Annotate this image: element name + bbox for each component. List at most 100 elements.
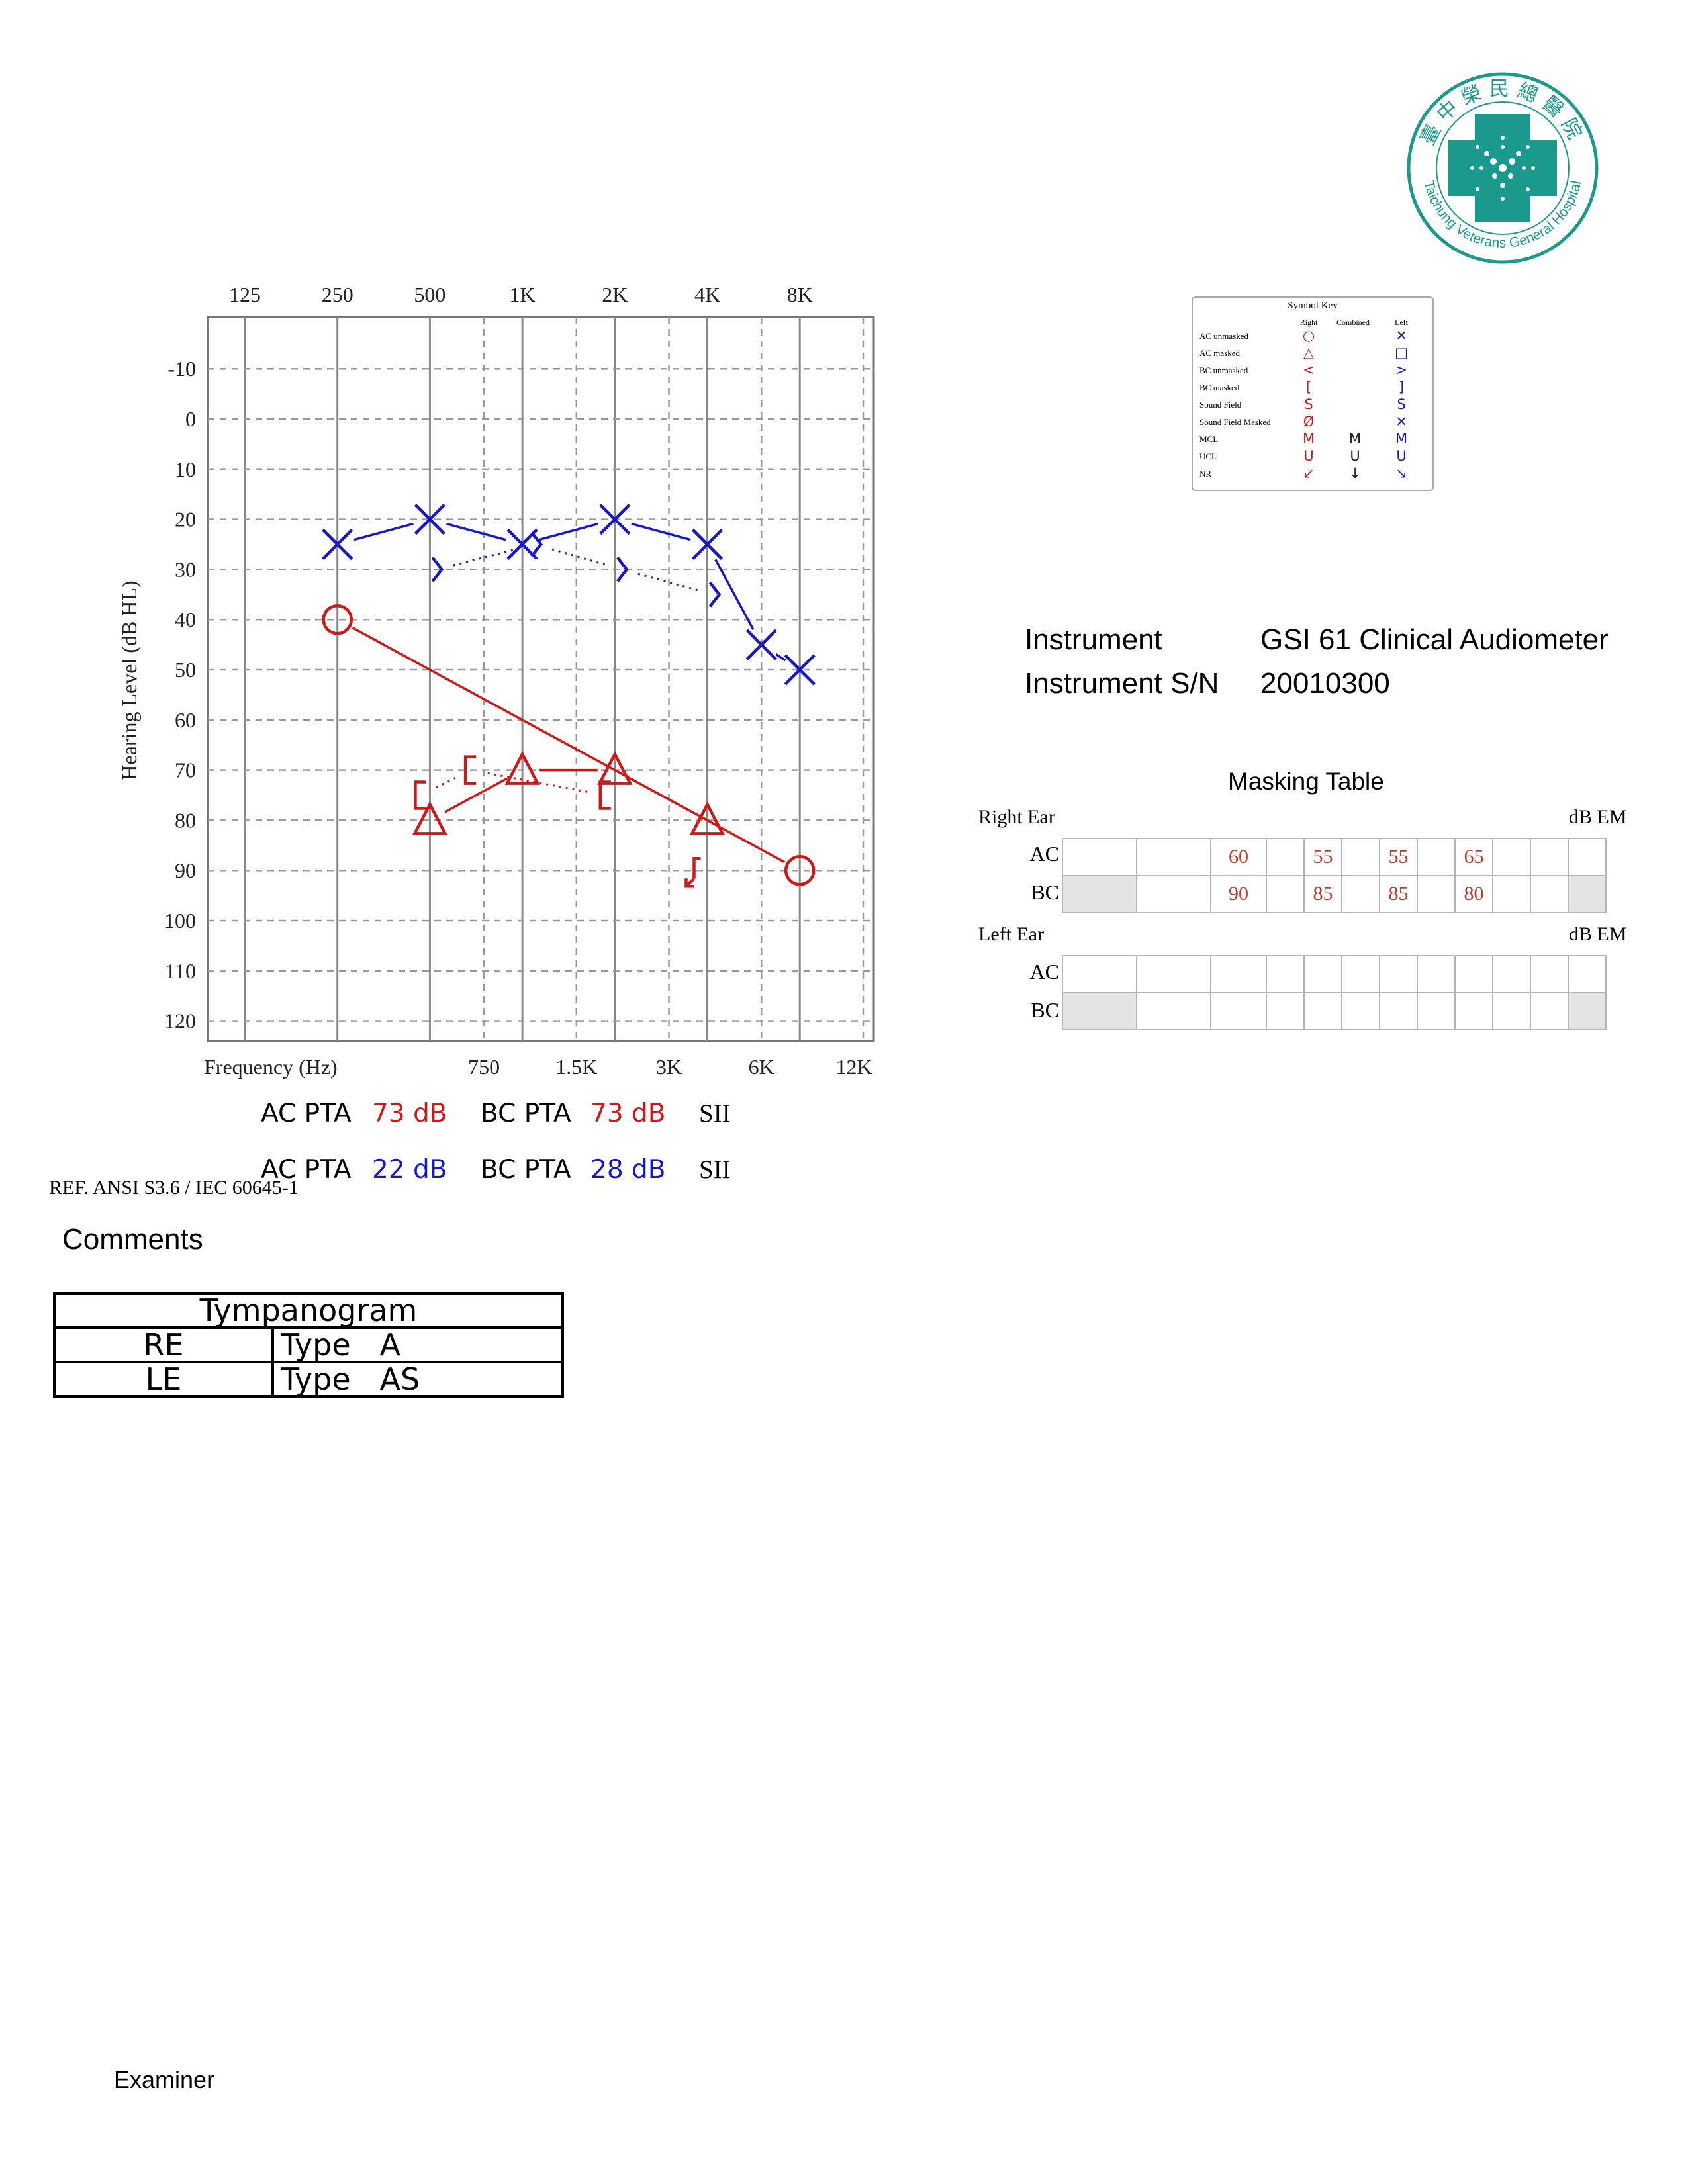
masking-cell — [1417, 875, 1456, 913]
masking-cell — [1417, 838, 1456, 876]
masking-cell — [1454, 992, 1493, 1030]
masking-cell — [1341, 875, 1380, 913]
data-point-circle — [784, 854, 816, 886]
masking-cell — [1136, 875, 1211, 913]
data-point-circle — [322, 604, 353, 635]
y-tick: 50 — [175, 658, 196, 682]
right-ac-pta-label: AC PTA — [261, 1099, 352, 1128]
masking-cell — [1492, 838, 1531, 876]
data-point-x — [691, 528, 724, 561]
symbol-key-left: M — [1395, 431, 1408, 447]
series-line-left — [353, 522, 414, 541]
symbol-key-row: BC unmasked < > — [1199, 361, 1428, 379]
y-tick: 120 — [164, 1009, 196, 1033]
tympanogram-table: Tympanogram RE Type A LE Type AS — [53, 1292, 564, 1398]
data-point-angle-right — [708, 581, 722, 608]
data-point-angle-right — [530, 531, 543, 557]
data-point-bracket-left — [414, 780, 426, 810]
masking-cell — [1303, 992, 1342, 1030]
masking-cell — [1062, 955, 1137, 993]
left-sii-label: SII — [699, 1156, 731, 1184]
data-point-angle-right — [616, 557, 629, 582]
x-tick-top: 1K — [510, 283, 536, 306]
symbol-key-left: S — [1397, 396, 1406, 412]
masking-cell — [1568, 955, 1607, 993]
symbol-key-row: Sound Field Masked Ø ✕ — [1199, 413, 1428, 430]
symbol-key-row: Sound Field S S — [1199, 396, 1428, 413]
masking-row — [1062, 955, 1607, 993]
symbol-key-right: U — [1303, 448, 1314, 464]
x-tick-top: 2K — [602, 283, 628, 306]
masking-cell — [1454, 955, 1493, 993]
data-point-x — [599, 504, 631, 535]
symbol-key-label: Sound Field Masked — [1199, 417, 1271, 427]
x-tick-top: 4K — [694, 283, 720, 306]
x-tick-top: 250 — [322, 283, 353, 306]
masking-cell — [1136, 992, 1211, 1030]
tympanogram-ear: LE — [53, 1361, 274, 1398]
symbol-key-right: [ — [1305, 379, 1312, 395]
symbol-key-left: > — [1395, 362, 1407, 378]
masking-cell — [1062, 992, 1137, 1030]
masking-table-title: Masking Table — [1228, 768, 1384, 795]
masking-cell — [1136, 838, 1211, 876]
y-tick: 30 — [175, 557, 196, 581]
symbol-key-left: ] — [1398, 379, 1405, 395]
masking-cell — [1379, 992, 1418, 1030]
masking-cell: 85 — [1379, 875, 1418, 913]
masking-cell — [1530, 838, 1569, 876]
masking-cell — [1062, 838, 1137, 876]
y-axis-label: Hearing Level (dB HL) — [117, 580, 141, 780]
hospital-logo: 臺中榮民總醫院 Taichung Veterans General Hospit… — [1407, 72, 1599, 264]
symbol-key-left: ✕ — [1395, 328, 1407, 343]
masking-cell — [1568, 875, 1607, 913]
masking-cell — [1417, 992, 1456, 1030]
instrument-sn-label: Instrument S/N — [1025, 667, 1219, 700]
masking-cell — [1530, 992, 1569, 1030]
symbol-key-right: ↙ — [1303, 465, 1315, 481]
right-bc-label: BC — [1031, 880, 1059, 904]
instrument-label: Instrument — [1025, 623, 1162, 656]
symbol-key-combined: U — [1350, 448, 1360, 464]
series-line-left — [775, 653, 786, 662]
data-point-bracket-left-nr — [684, 856, 701, 888]
examiner-label: Examiner — [114, 2066, 215, 2093]
x-tick-bottom: 750 — [468, 1055, 500, 1079]
y-tick: 0 — [185, 407, 196, 431]
right-ear-masking-table: 60 55 55 65 90 85 85 80 — [1062, 838, 1607, 913]
masking-cell — [1492, 992, 1531, 1030]
symbol-key-left: ✕ — [1395, 414, 1407, 430]
masking-cell — [1341, 992, 1380, 1030]
symbol-key-right: Ø — [1303, 414, 1315, 430]
x-ticks-bottom: 750 1.5K 3K 6K 12K — [468, 1055, 872, 1079]
symbol-key-row: BC masked [] — [1199, 379, 1428, 396]
symbol-key-header-right: Right — [1299, 318, 1318, 327]
masking-cell — [1266, 955, 1305, 993]
symbol-key-header-combined: Combined — [1336, 318, 1370, 327]
symbol-key-row: MCL M M M — [1199, 430, 1428, 447]
masking-cell — [1530, 955, 1569, 993]
symbol-key: Symbol Key Right Combined Left AC unmask… — [1192, 296, 1434, 491]
left-bc-pta-value: 28 dB — [590, 1155, 666, 1185]
symbol-key-label: Sound Field — [1199, 400, 1242, 410]
masking-cell — [1266, 992, 1305, 1030]
symbol-key-row: AC unmasked ○ ✕ — [1199, 327, 1428, 344]
tympanogram-type-label: Type — [281, 1327, 351, 1363]
symbol-key-combined: ↓ — [1349, 465, 1361, 481]
series-line-left — [551, 548, 606, 566]
left-ac-pta-value: 22 dB — [372, 1155, 447, 1185]
y-tick: 40 — [175, 608, 196, 631]
left-ear-masking-table — [1062, 955, 1607, 1030]
masking-row: 90 85 85 80 — [1062, 875, 1607, 913]
masking-cell: 85 — [1303, 875, 1342, 913]
right-ac-label: AC — [1029, 842, 1059, 866]
x-tick-top: 8K — [787, 283, 813, 306]
masking-cell: 60 — [1210, 838, 1267, 876]
x-tick-bottom: 3K — [656, 1055, 682, 1079]
left-ac-label: AC — [1029, 960, 1059, 983]
tympanogram-row: LE Type AS — [53, 1361, 564, 1398]
data-point-bracket-left — [598, 780, 611, 810]
symbol-key-label: MCL — [1199, 434, 1219, 444]
masking-row — [1062, 992, 1607, 1030]
symbol-key-header-left: Left — [1395, 318, 1408, 327]
